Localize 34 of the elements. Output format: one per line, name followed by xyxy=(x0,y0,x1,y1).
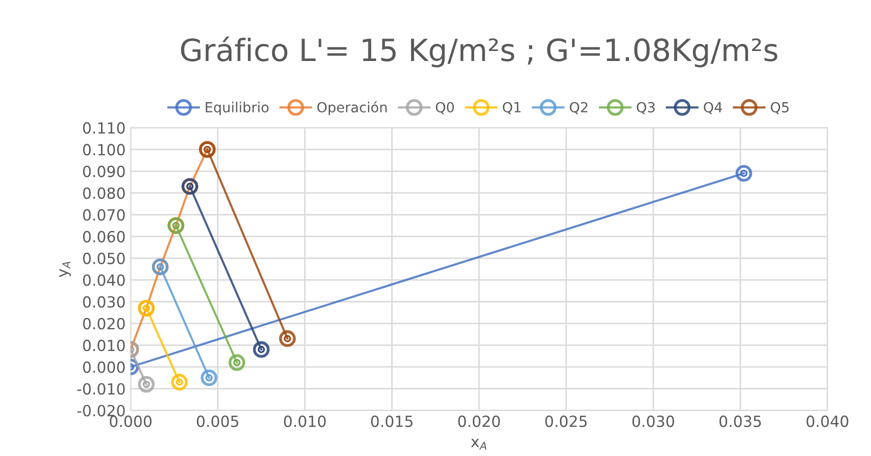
y-tick-label: 0.010 xyxy=(83,340,125,352)
x-tick-label: 0.025 xyxy=(545,416,587,428)
y-tick-label: 0.050 xyxy=(83,252,125,264)
legend-label: Q3 xyxy=(636,102,655,114)
y-tick-label: 0.090 xyxy=(83,166,125,178)
y-tick-label: 0.070 xyxy=(83,209,125,221)
chart-title: Gráfico L'= 15 Kg/m²s ; G'=1.08Kg/m²s xyxy=(181,36,778,68)
x-tick-label: 0.040 xyxy=(806,416,848,428)
x-tick-label: 0.010 xyxy=(284,416,326,428)
legend-label: Operación xyxy=(317,101,387,116)
legend-label: Equilibrio xyxy=(206,102,269,116)
legend-label: Q1 xyxy=(502,102,521,114)
x-tick-label: 0.020 xyxy=(458,416,500,428)
y-tick-label: 0.040 xyxy=(83,274,125,286)
legend-label: Q2 xyxy=(570,102,588,114)
x-axis-title: x$_{A}$ xyxy=(471,438,486,450)
y-tick-label: 0.020 xyxy=(83,318,125,330)
y-tick-label: 0.030 xyxy=(83,296,125,308)
x-tick-label: 0.000 xyxy=(110,416,152,428)
y-tick-label: 0.110 xyxy=(83,122,125,134)
y-tick-label: -0.020 xyxy=(77,404,125,416)
x-tick-label: 0.015 xyxy=(371,416,412,428)
legend-label: Q5 xyxy=(770,102,789,114)
x-tick-label: 0.035 xyxy=(719,416,761,428)
y-tick-label: 0.000 xyxy=(83,361,125,373)
y-axis-title: y$_{A}$ xyxy=(59,262,71,278)
y-tick-label: 0.100 xyxy=(83,144,125,156)
x-tick-label: 0.030 xyxy=(632,416,674,428)
x-tick-label: 0.005 xyxy=(196,416,238,428)
y-tick-label: -0.010 xyxy=(77,383,125,395)
legend-label: Q4 xyxy=(704,102,722,114)
y-tick-label: 0.080 xyxy=(83,187,125,199)
y-tick-label: 0.060 xyxy=(83,230,125,242)
legend-label: Q0 xyxy=(436,102,454,114)
